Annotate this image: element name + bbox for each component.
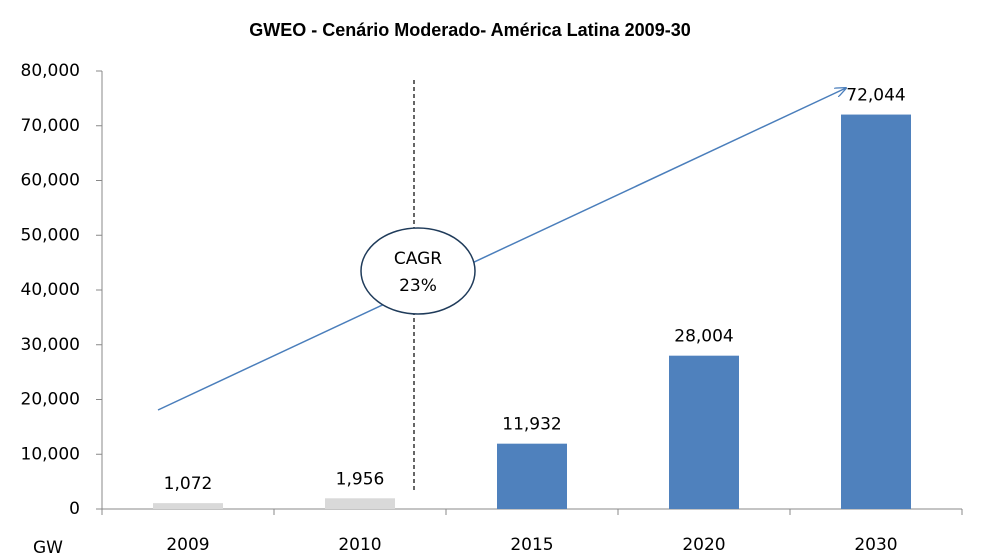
data-label: 1,072 xyxy=(164,474,213,494)
y-tick-label: 0 xyxy=(69,499,80,519)
x-tick-label: 2015 xyxy=(510,535,553,555)
y-tick-label: 60,000 xyxy=(21,171,80,191)
bar xyxy=(841,114,911,510)
data-label: 72,044 xyxy=(846,86,905,106)
y-tick-label: 30,000 xyxy=(21,335,80,355)
y-tick-label: 50,000 xyxy=(21,225,80,245)
x-tick-label: 2010 xyxy=(338,535,381,555)
chart-title: GWEO - Cenário Moderado- América Latina … xyxy=(249,20,690,40)
y-tick-label: 40,000 xyxy=(21,280,80,300)
y-tick-label: 20,000 xyxy=(21,390,80,410)
cagr-ellipse xyxy=(360,227,476,315)
annotation: CAGR xyxy=(394,249,442,269)
data-label: 1,956 xyxy=(336,469,385,489)
annotation: 23% xyxy=(399,276,437,296)
y-tick-label: 10,000 xyxy=(21,444,80,464)
y-tick-label: 70,000 xyxy=(21,116,80,136)
y-tick-label: 80,000 xyxy=(21,61,80,81)
x-tick-label: 2020 xyxy=(682,535,725,555)
bar xyxy=(497,443,567,509)
bar xyxy=(153,503,223,509)
bar xyxy=(325,498,395,509)
trend-arrow xyxy=(157,88,846,411)
x-tick-label: 2030 xyxy=(854,535,897,555)
data-label: 11,932 xyxy=(502,415,561,435)
data-label: 28,004 xyxy=(674,327,733,347)
y-axis-label: GW xyxy=(33,538,63,556)
bar xyxy=(669,355,739,509)
x-tick-label: 2009 xyxy=(166,535,209,555)
